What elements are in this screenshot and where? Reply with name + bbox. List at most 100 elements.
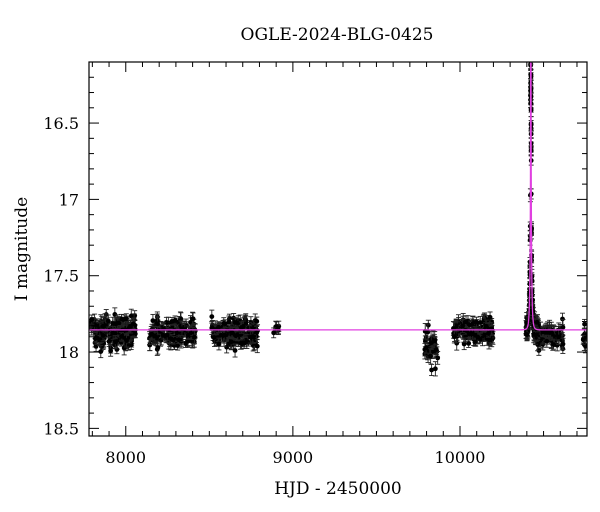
data-point: [580, 334, 586, 345]
data-point: [241, 337, 247, 349]
point-marker: [469, 322, 475, 327]
data-point: [222, 329, 228, 341]
data-point: [544, 334, 550, 348]
data-point: [423, 342, 429, 354]
data-point: [160, 330, 166, 340]
point-marker: [254, 318, 260, 324]
point-marker: [451, 334, 457, 340]
data-point: [124, 333, 130, 348]
point-marker: [103, 323, 109, 329]
data-point: [528, 24, 533, 34]
point-marker: [224, 344, 230, 350]
point-marker: [238, 340, 243, 346]
point-marker: [423, 345, 429, 351]
data-point: [163, 316, 169, 328]
point-marker: [160, 332, 166, 338]
point-marker: [463, 319, 469, 325]
point-marker: [216, 341, 222, 347]
data-point: [98, 345, 104, 359]
point-marker: [528, 32, 533, 37]
point-marker: [175, 343, 181, 348]
point-marker: [229, 330, 235, 336]
point-marker: [271, 330, 277, 336]
y-tick-label: 17: [59, 190, 79, 209]
data-point: [425, 319, 431, 331]
point-marker: [164, 319, 169, 325]
point-marker: [560, 341, 566, 347]
data-point: [432, 361, 438, 377]
data-point: [528, 48, 533, 57]
point-marker: [487, 314, 493, 320]
data-point: [528, 9, 533, 22]
data-point: [528, 30, 533, 40]
point-marker: [209, 314, 215, 319]
point-marker: [222, 321, 228, 327]
point-marker: [155, 321, 160, 327]
data-point: [216, 321, 222, 333]
point-marker: [98, 349, 104, 354]
data-point: [116, 316, 122, 331]
point-marker: [529, 11, 534, 16]
point-marker: [528, 19, 533, 24]
point-marker: [254, 343, 260, 349]
point-marker: [112, 312, 118, 317]
point-marker: [169, 318, 175, 324]
chart-title: OGLE-2024-BLG-0425: [241, 25, 434, 45]
point-marker: [152, 333, 158, 339]
data-point: [169, 317, 175, 326]
y-tick-label: 18: [59, 343, 79, 362]
point-marker: [112, 339, 118, 345]
data-point: [433, 344, 439, 355]
point-marker: [477, 320, 483, 325]
point-marker: [168, 336, 174, 342]
data-point: [152, 330, 158, 342]
data-point: [528, 44, 533, 54]
point-marker: [158, 337, 163, 343]
data-point: [528, 22, 533, 31]
data-point: [560, 337, 566, 351]
point-marker: [218, 332, 224, 338]
point-marker: [99, 344, 104, 349]
data-point: [429, 363, 435, 377]
point-marker: [241, 340, 247, 346]
point-marker: [222, 332, 228, 338]
point-marker: [544, 338, 550, 344]
point-marker: [124, 338, 129, 343]
point-marker: [433, 347, 439, 352]
data-point: [528, 53, 533, 60]
data-point: [528, 17, 533, 25]
point-marker: [583, 343, 587, 349]
point-marker: [556, 334, 561, 340]
point-marker: [432, 338, 438, 344]
data-point: [105, 314, 111, 328]
x-tick-label: 8000: [105, 448, 146, 467]
x-tick-label: 9000: [273, 448, 314, 467]
data-point: [185, 330, 191, 340]
point-marker: [560, 324, 566, 330]
data-point: [232, 343, 238, 358]
point-marker: [528, 47, 533, 52]
data-point: [528, 17, 533, 24]
point-marker: [190, 316, 195, 322]
data-point: [556, 328, 562, 345]
point-marker: [461, 341, 467, 347]
axis-ticks: [89, 61, 587, 436]
point-marker: [528, 54, 533, 59]
data-point: [172, 315, 178, 326]
point-marker: [100, 333, 106, 338]
data-point: [428, 335, 434, 350]
data-point: [108, 345, 114, 357]
point-marker: [185, 338, 191, 344]
data-point: [229, 326, 235, 339]
point-marker: [466, 340, 472, 346]
point-marker: [185, 332, 191, 338]
point-marker: [155, 345, 161, 351]
data-point: [528, 0, 533, 9]
point-marker: [486, 331, 491, 336]
data-point: [463, 315, 469, 329]
data-point: [150, 313, 156, 328]
data-point: [528, 22, 533, 30]
point-marker: [580, 337, 586, 343]
point-marker: [164, 332, 170, 338]
